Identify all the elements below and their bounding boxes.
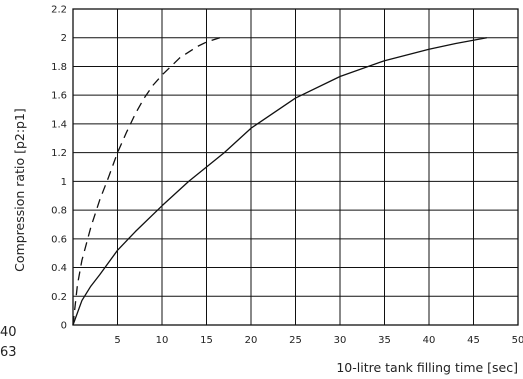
x-tick-label: 50 xyxy=(512,335,523,346)
x-tick-label: 20 xyxy=(245,335,258,346)
y-tick-label: 0.4 xyxy=(51,263,67,274)
y-tick-label: 2.2 xyxy=(51,5,67,16)
y-tick-label: 1.2 xyxy=(51,148,67,159)
x-tick-label: 45 xyxy=(467,335,480,346)
y-tick-label: 1.8 xyxy=(51,62,67,73)
x-tick-label: 5 xyxy=(114,335,120,346)
side-note-bottom: 63 xyxy=(0,345,17,360)
y-tick-label: 1.4 xyxy=(51,119,67,130)
x-axis-label: 10-litre tank filling time [sec] xyxy=(336,360,518,375)
y-tick-label: 0.6 xyxy=(51,234,67,245)
x-tick-label: 30 xyxy=(334,335,347,346)
y-tick-label: 0.2 xyxy=(51,292,67,303)
chart-tick-labels: 0 0.2 0.4 0.6 0.8 1 1.2 1.4 1.6 1.8 2 2.2 5 10 15 20 25 3… xyxy=(51,5,523,347)
y-tick-label: 1.6 xyxy=(51,91,67,102)
y-tick-label: 1 xyxy=(61,177,67,188)
x-tick-label: 35 xyxy=(378,335,391,346)
chart-series xyxy=(72,37,487,326)
y-tick-label: 0 xyxy=(61,321,67,332)
side-note-top: 40 xyxy=(0,325,17,340)
chart-grid xyxy=(72,8,519,326)
y-tick-label: 2 xyxy=(61,33,67,44)
x-tick-label: 40 xyxy=(423,335,436,346)
x-tick-label: 10 xyxy=(156,335,169,346)
x-tick-label: 15 xyxy=(200,335,213,346)
series-line-solid xyxy=(72,37,487,326)
series-line-dashed xyxy=(72,37,221,326)
x-tick-label: 25 xyxy=(289,335,302,346)
y-axis-label: Compression ratio [p2:p1] xyxy=(12,108,27,272)
y-tick-label: 0.8 xyxy=(51,206,67,217)
